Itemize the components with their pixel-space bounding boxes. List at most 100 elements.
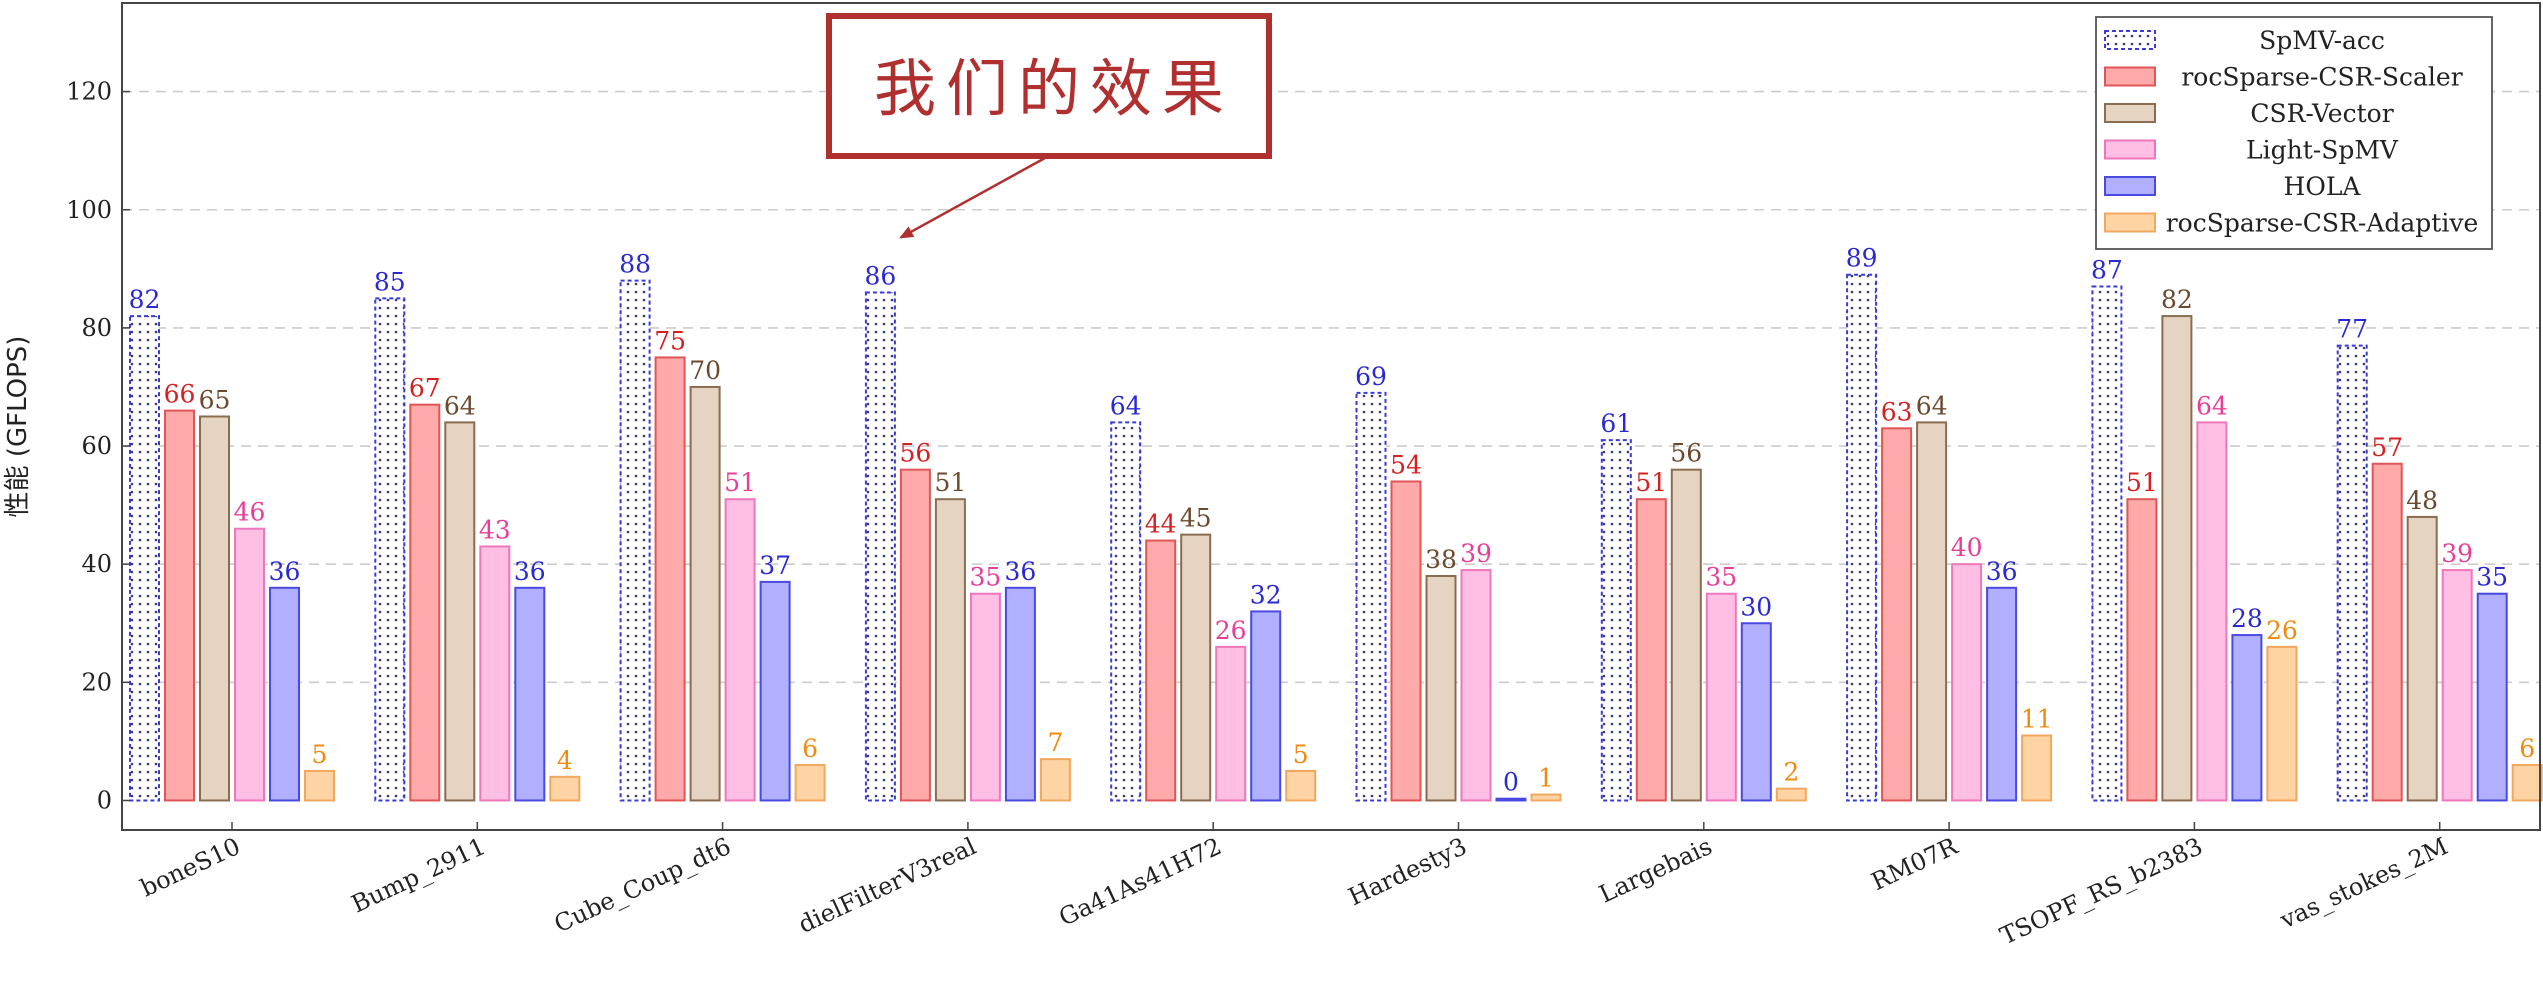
data-label: 87 bbox=[2091, 256, 2123, 285]
data-label: 82 bbox=[129, 285, 161, 314]
legend-entry: SpMV-acc bbox=[2259, 26, 2385, 55]
data-label: 46 bbox=[234, 498, 266, 527]
data-label: 51 bbox=[934, 468, 966, 497]
data-label: 1 bbox=[1538, 764, 1554, 793]
data-label: 5 bbox=[1293, 740, 1309, 769]
data-label: 70 bbox=[689, 356, 721, 385]
legend-swatch bbox=[2104, 66, 2156, 87]
x-tick-label: Hardesty3 bbox=[1344, 832, 1471, 911]
x-tick-label: Bump_2911 bbox=[347, 832, 490, 918]
data-label: 40 bbox=[1951, 533, 1983, 562]
data-label: 36 bbox=[1004, 557, 1036, 586]
bar-rocsparse-csr-adaptive bbox=[2511, 764, 2543, 802]
bar-csr-vector bbox=[199, 415, 230, 802]
data-label: 28 bbox=[2231, 604, 2263, 633]
bar-light-spmv bbox=[1705, 592, 1737, 802]
data-label: 45 bbox=[1180, 504, 1212, 533]
legend-swatch bbox=[2104, 139, 2156, 160]
data-label: 82 bbox=[2161, 285, 2193, 314]
data-label: 67 bbox=[409, 374, 441, 403]
bar-csr-vector bbox=[1916, 421, 1948, 802]
legend-swatch bbox=[2104, 212, 2156, 233]
callout-text: 我们的效果 bbox=[874, 52, 1234, 125]
bar-csr-vector bbox=[1425, 574, 1457, 802]
y-tick-label: 120 bbox=[66, 78, 112, 106]
callout-box bbox=[826, 13, 1272, 159]
data-label: 61 bbox=[1600, 409, 1632, 438]
bar-spmv-acc bbox=[864, 291, 896, 802]
bar-csr-vector bbox=[934, 498, 966, 802]
bar-rocsparse-csr-scaler bbox=[1145, 539, 1177, 802]
data-label: 86 bbox=[864, 261, 896, 290]
bar-spmv-acc bbox=[1846, 273, 1878, 802]
data-label: 66 bbox=[164, 380, 196, 409]
bar-light-spmv bbox=[969, 592, 1001, 802]
data-label: 48 bbox=[2406, 486, 2438, 515]
data-label: 64 bbox=[1916, 391, 1948, 420]
data-label: 64 bbox=[444, 391, 476, 420]
data-label: 6 bbox=[2519, 734, 2535, 763]
data-label: 69 bbox=[1355, 362, 1387, 391]
x-tick-label: dielFilterV3real bbox=[794, 832, 980, 939]
bar-rocsparse-csr-adaptive bbox=[1039, 758, 1071, 802]
data-label: 5 bbox=[312, 740, 328, 769]
bar-rocsparse-csr-scaler bbox=[1881, 427, 1913, 802]
data-label: 4 bbox=[557, 746, 573, 775]
bar-hola bbox=[1250, 610, 1282, 802]
data-label: 57 bbox=[2371, 433, 2403, 462]
data-label: 2 bbox=[1783, 758, 1799, 787]
data-label: 36 bbox=[514, 557, 546, 586]
legend-entry: Light-SpMV bbox=[2246, 136, 2399, 165]
x-tick-label: Ga41As41H72 bbox=[1055, 832, 1226, 932]
bar-rocsparse-csr-scaler bbox=[2371, 462, 2403, 802]
data-label: 65 bbox=[199, 386, 231, 415]
data-label: 56 bbox=[1670, 439, 1702, 468]
bar-rocsparse-csr-scaler bbox=[409, 403, 441, 802]
data-label: 44 bbox=[1145, 510, 1177, 539]
bar-csr-vector bbox=[1670, 468, 1702, 802]
bar-rocsparse-csr-scaler bbox=[164, 409, 195, 802]
data-label: 7 bbox=[1047, 728, 1063, 757]
x-tick-label: TSOPF_RS_b2383 bbox=[1996, 832, 2207, 950]
y-tick-label: 80 bbox=[81, 314, 112, 342]
bar-spmv-acc bbox=[1110, 421, 1142, 802]
legend-entry: rocSparse-CSR-Scaler bbox=[2181, 63, 2462, 92]
data-label: 35 bbox=[969, 563, 1001, 592]
legend-swatch bbox=[2104, 30, 2156, 50]
bar-rocsparse-csr-scaler bbox=[1390, 480, 1422, 802]
bar-spmv-acc bbox=[2336, 344, 2368, 802]
bar-hola bbox=[1004, 586, 1036, 802]
data-label: 36 bbox=[1986, 557, 2018, 586]
data-label: 38 bbox=[1425, 545, 1457, 574]
legend-entry: HOLA bbox=[2284, 172, 2362, 201]
bar-csr-vector bbox=[689, 385, 721, 802]
bar-rocsparse-csr-adaptive bbox=[1530, 793, 1562, 802]
bar-spmv-acc bbox=[2091, 285, 2123, 802]
data-label: 89 bbox=[1846, 244, 1878, 273]
legend-entry: CSR-Vector bbox=[2250, 99, 2393, 128]
x-tick-label: vas_stokes_2M bbox=[2275, 832, 2452, 935]
bar-rocsparse-csr-adaptive bbox=[1285, 769, 1317, 802]
legend-swatch bbox=[2104, 176, 2156, 196]
data-label: 43 bbox=[479, 515, 511, 544]
bar-hola bbox=[269, 586, 300, 802]
data-label: 51 bbox=[2126, 468, 2158, 497]
bar-rocsparse-csr-scaler bbox=[1635, 498, 1667, 802]
data-label: 64 bbox=[1110, 391, 1142, 420]
bar-rocsparse-csr-scaler bbox=[654, 356, 686, 802]
bar-hola bbox=[2231, 634, 2263, 802]
data-label: 26 bbox=[1215, 616, 1247, 645]
y-tick-label: 40 bbox=[81, 550, 112, 578]
legend-entry: rocSparse-CSR-Adaptive bbox=[2166, 209, 2479, 238]
bar-hola bbox=[1740, 622, 1772, 802]
bar-hola bbox=[1986, 586, 2018, 802]
data-label: 51 bbox=[724, 468, 756, 497]
x-tick-label: Cube_Coup_dt6 bbox=[550, 832, 735, 938]
bar-rocsparse-csr-adaptive bbox=[1775, 787, 1807, 802]
callout-arrow bbox=[899, 156, 1046, 239]
y-axis-label: 性能 (GFLOPS) bbox=[3, 336, 33, 518]
data-label: 6 bbox=[802, 734, 818, 763]
bar-rocsparse-csr-scaler bbox=[2126, 498, 2158, 802]
bar-spmv-acc bbox=[1355, 391, 1387, 802]
